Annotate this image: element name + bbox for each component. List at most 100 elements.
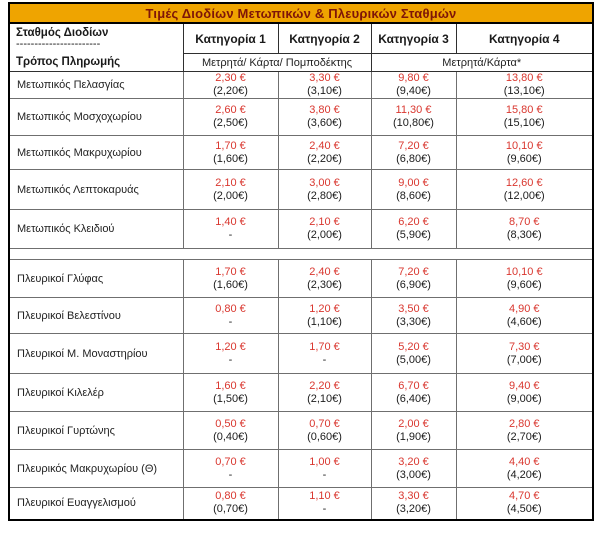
price-main: 0,80 € [215,302,246,315]
price-main: 2,10 € [309,216,340,228]
price-cell: 3,30 € (3,20€) [370,487,457,520]
price-discounted: (3,20€) [396,503,431,516]
price-discounted: - [228,353,233,366]
station-name: Πλευρικοί Γυρτώνης [8,411,184,450]
price-main: 8,70 € [508,216,540,228]
price-cell: 4,40 € (4,20€) [455,449,594,488]
price-cell: 1,00 € - [277,449,372,488]
price-main: 12,60 € [505,176,543,189]
price-main: 2,00 € [398,417,429,430]
station-name: Πλευρικοί Μ. Μοναστηρίου [8,333,184,374]
price-main: 2,20 € [309,379,340,392]
category-2-header: Κατηγορία 2 [277,22,372,54]
price-discounted: (3,60€) [307,117,342,129]
price-discounted: (2,30€) [307,278,342,291]
price-cell: 4,90 € (4,60€) [455,297,594,334]
price-cell: 7,20 € (6,80€) [370,135,457,170]
price-cell: 6,70 € (6,40€) [370,373,457,412]
price-discounted: (1,60€) [213,152,248,165]
price-cell: 1,70 € (1,60€) [182,259,279,298]
price-main: 6,70 € [398,379,429,392]
price-cell: 7,30 € (7,00€) [455,333,594,374]
price-discounted: (12,00€) [503,189,545,202]
station-name: Μετωπικός Κλειδιού [8,209,184,249]
table-row: Πλευρικοί Ευαγγελισμού 0,80 € (0,70€) 1,1… [8,487,594,520]
price-cell: 4,70 € (4,50€) [455,487,594,520]
price-main: 1,70 € [215,139,246,152]
price-main: 10,10 € [505,139,543,152]
price-discounted: - [322,353,327,366]
station-name: Πλευρικοί Κιλελέρ [8,373,184,412]
price-cell: 2,40 € (2,30€) [277,259,372,298]
price-main: 9,80 € [398,72,429,84]
price-cell: 2,30 € (2,20€) [182,71,279,99]
price-cell: 2,20 € (2,10€) [277,373,372,412]
price-discounted: (2,80€) [307,189,342,202]
price-main: 1,00 € [309,455,340,468]
price-main: 3,20 € [398,455,429,468]
price-main: 1,10 € [309,490,340,503]
price-discounted: (1,90€) [396,430,431,443]
price-main: 15,80 € [505,104,543,116]
table-title: Τιμές Διοδίων Μετωπικών & Πλευρικών Σταθ… [8,2,594,24]
price-cell: 2,80 € (2,70€) [455,411,594,450]
station-name: Πλευρικοί Βελεστίνου [8,297,184,334]
station-header-label: Σταθμός Διοδίων [16,27,109,39]
table-row: Πλευρικός Μακρυχωρίου (Θ) 0,70 € - 1,00 €… [8,449,594,488]
price-main: 2,40 € [309,139,340,152]
price-cell: 2,00 € (1,90€) [370,411,457,450]
section-spacer [8,248,594,260]
price-main: 5,20 € [398,340,429,353]
price-main: 1,60 € [215,379,246,392]
table-row: Μετωπικός Πελασγίας 2,30 € (2,20€) 3,30 €… [8,71,594,99]
price-discounted: (7,00€) [506,353,542,366]
price-cell: 2,40 € (2,20€) [277,135,372,170]
price-main: 11,30 € [395,104,432,116]
price-cell: 9,00 € (8,60€) [370,169,457,210]
price-discounted: - [322,503,327,516]
price-cell: 1,20 € - [182,333,279,374]
price-main: 2,30 € [215,72,246,84]
price-cell: 9,80 € (9,40€) [370,71,457,99]
price-discounted: (6,80€) [396,152,431,165]
price-discounted: (1,60€) [213,278,248,291]
price-main: 3,00 € [309,176,340,189]
header-divider-dashes: ----------------------- [16,40,101,49]
station-name: Μετωπικός Μακρυχωρίου [8,135,184,170]
price-cell: 0,50 € (0,40€) [182,411,279,450]
price-discounted: (2,00€) [307,229,342,241]
price-discounted: (4,60€) [506,315,542,328]
table-row: Μετωπικός Λεπτοκαρυάς 2,10 € (2,00€) 3,00… [8,169,594,210]
price-cell: 10,10 € (9,60€) [455,259,594,298]
price-main: 3,80 € [309,104,340,116]
payment-method-cat12: Μετρητά/ Κάρτα/ Πομποδέκτης [182,53,372,72]
price-discounted: - [228,315,233,328]
payment-method-cat34: Μετρητά/Κάρτα* [370,53,594,72]
price-discounted: (2,20€) [307,152,342,165]
price-discounted: (9,60€) [506,278,542,291]
price-discounted: (9,40€) [396,85,431,97]
table-row: Πλευρικοί Μ. Μοναστηρίου 1,20 € - 1,70 € -… [8,333,594,374]
price-cell: 3,20 € (3,00€) [370,449,457,488]
table-row: Μετωπικός Μοσχοχωρίου 2,60 € (2,50€) 3,80… [8,98,594,136]
price-discounted: (6,40€) [396,392,431,405]
price-discounted: (1,10€) [307,315,342,328]
price-main: 7,20 € [398,139,429,152]
price-main: 7,20 € [398,265,429,278]
price-main: 0,70 € [309,417,340,430]
price-main: 6,20 € [398,216,429,228]
price-discounted: (15,10€) [503,117,545,129]
price-main: 2,60 € [215,104,246,116]
price-discounted: (2,70€) [506,430,542,443]
price-cell: 2,10 € (2,00€) [277,209,372,249]
price-discounted: (2,20€) [213,85,248,97]
price-cell: 1,60 € (1,50€) [182,373,279,412]
price-main: 2,40 € [309,265,340,278]
price-discounted: (1,50€) [213,392,248,405]
price-discounted: - [322,468,327,481]
price-discounted: (2,50€) [213,117,248,129]
station-name: Πλευρικοί Ευαγγελισμού [8,487,184,520]
table-row: Πλευρικοί Βελεστίνου 0,80 € - 1,20 € (1,10… [8,297,594,334]
price-main: 1,40 € [215,216,246,228]
toll-price-table: Τιμές Διοδίων Μετωπικών & Πλευρικών Σταθ… [8,2,594,521]
